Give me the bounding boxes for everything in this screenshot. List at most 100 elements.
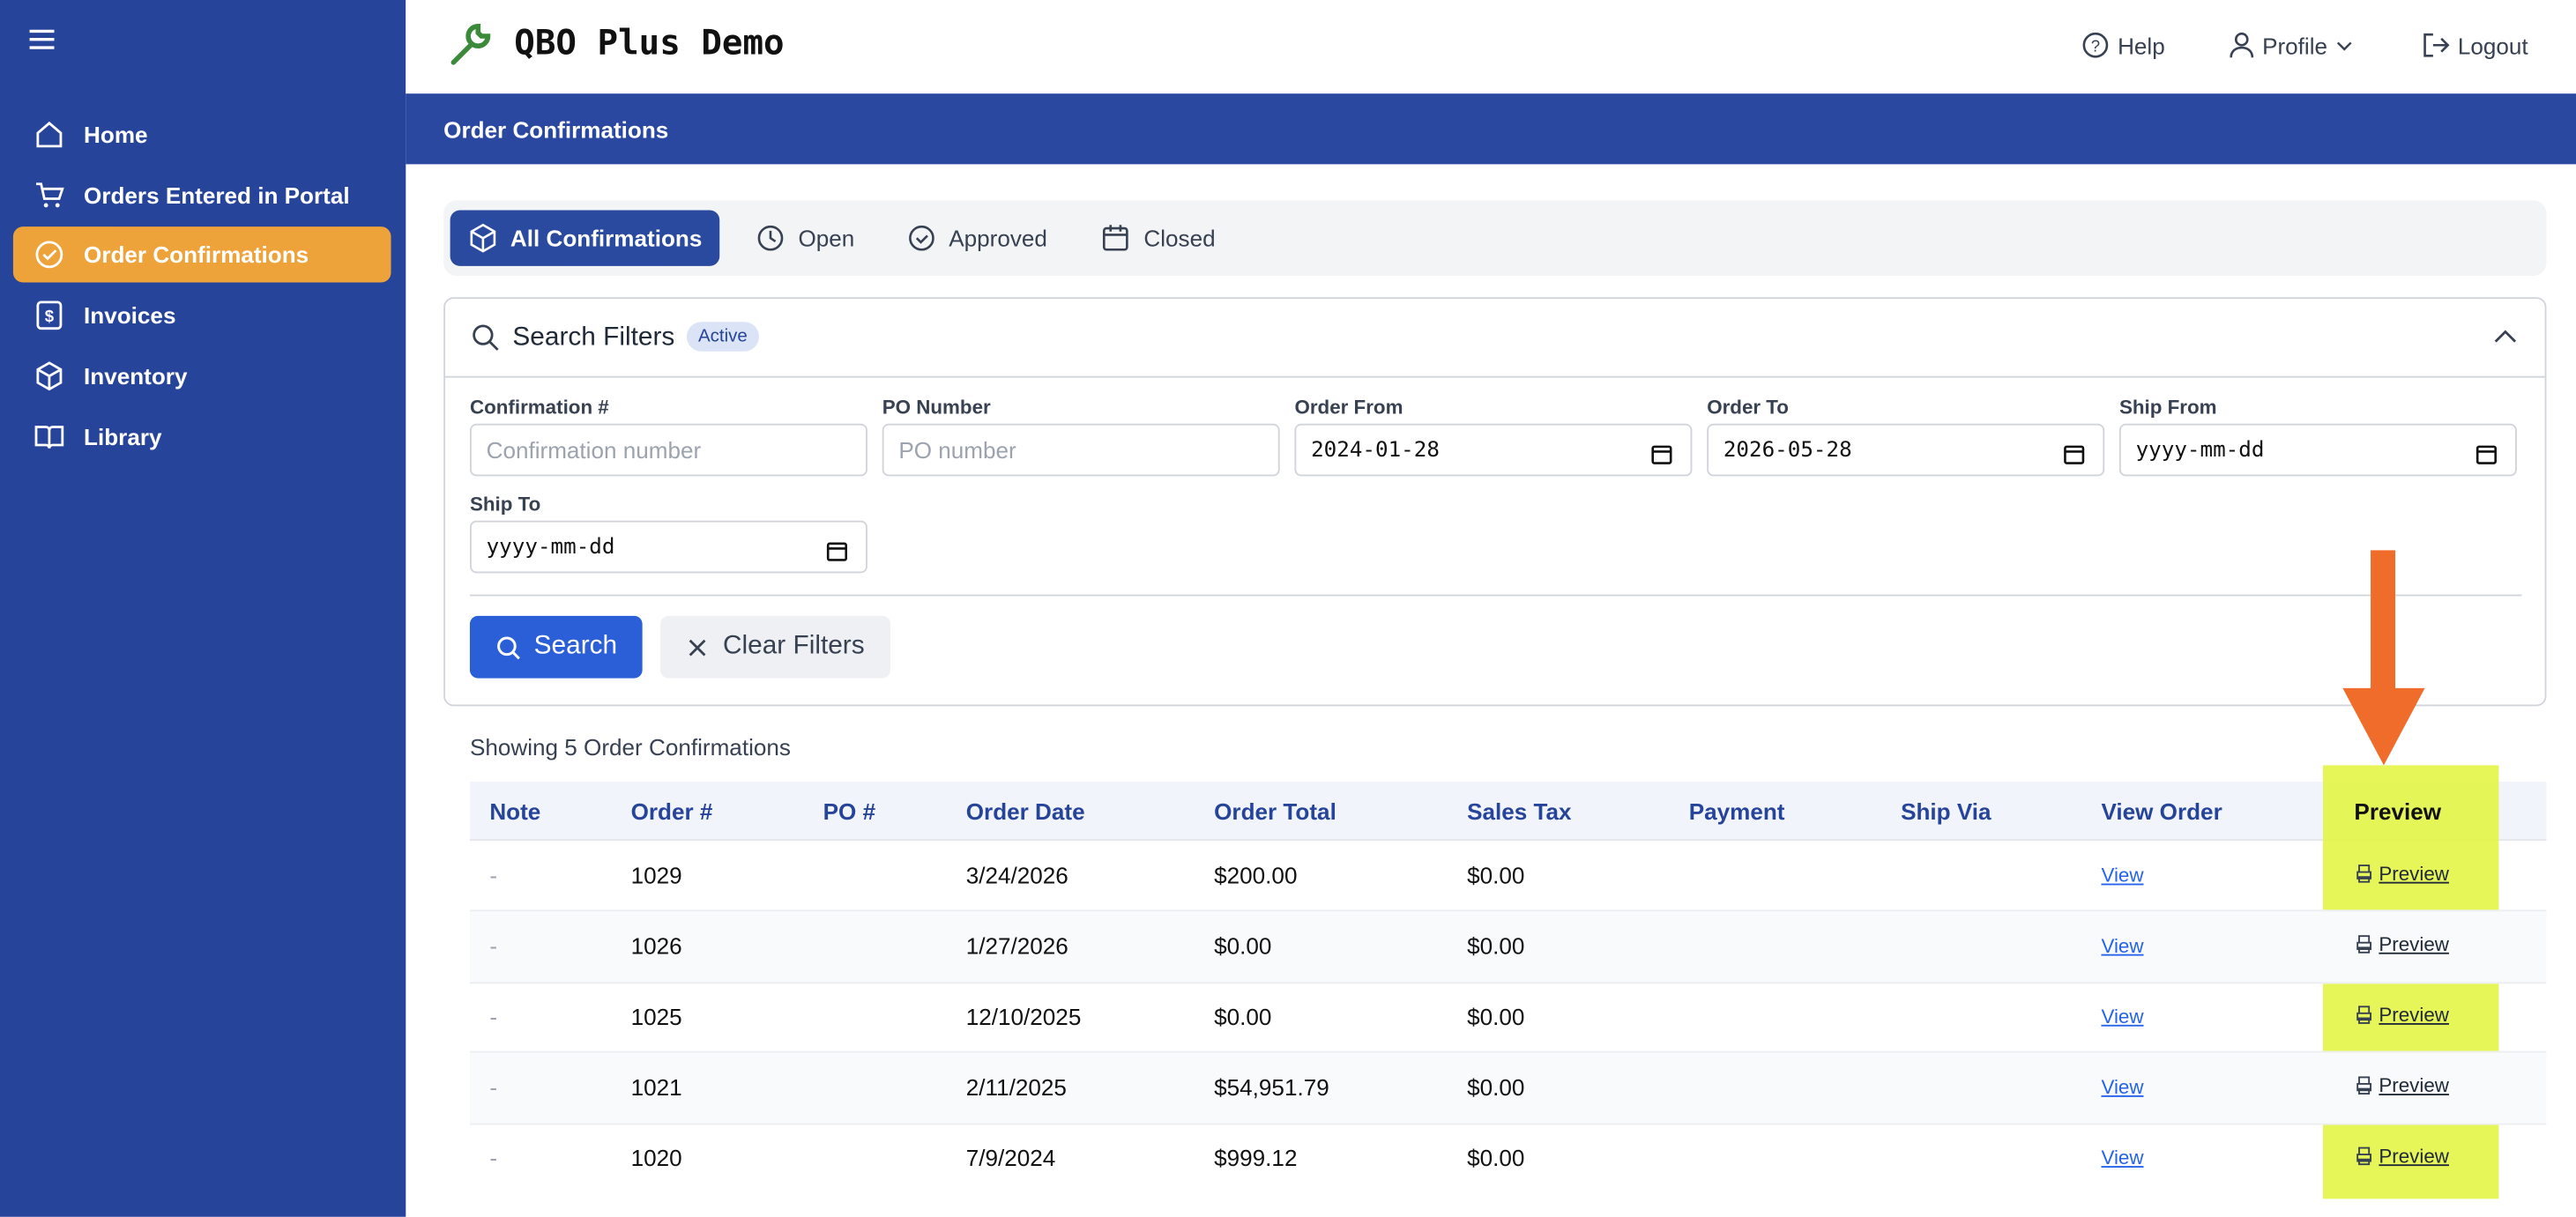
nav-icon	[35, 182, 64, 207]
tab[interactable]: Open	[740, 211, 871, 266]
preview-text[interactable]: Preview	[2379, 862, 2449, 886]
row-stripe	[469, 1050, 2547, 1125]
preview-link[interactable]: Preview	[2354, 932, 2449, 956]
nav-label[interactable]: Order Confirmations	[84, 241, 309, 269]
tabs: All Confirmations Open Approved Closed	[443, 200, 2547, 277]
preview-text[interactable]: Preview	[2379, 1073, 2449, 1097]
nav-item[interactable]: Inventory	[13, 348, 391, 404]
tab[interactable]: Closed	[1084, 211, 1232, 266]
print-icon	[2356, 1147, 2371, 1166]
input[interactable]: yyyy-mm-dd	[469, 520, 867, 574]
date-value[interactable]: yyyy-mm-dd	[2135, 437, 2265, 463]
cell: 1026	[630, 932, 682, 960]
print-icon	[2356, 935, 2371, 954]
nav-item[interactable]: Orders Entered in Portal	[13, 167, 391, 222]
profile-text[interactable]: Profile	[2262, 32, 2328, 59]
help-link[interactable]: ? Help	[2081, 31, 2165, 59]
logo-icon	[450, 24, 491, 65]
cell: $0.00	[1467, 932, 1525, 960]
nav-label[interactable]: Home	[84, 121, 148, 148]
help-text[interactable]: Help	[2118, 32, 2165, 59]
nav-icon	[36, 121, 63, 148]
date-value[interactable]: 2026-05-28	[1723, 437, 1852, 463]
tab-label[interactable]: Open	[798, 225, 855, 252]
preview-link[interactable]: Preview	[2354, 1074, 2449, 1097]
view-link[interactable]: View	[2101, 1146, 2144, 1169]
column-header: View Order	[2101, 798, 2222, 825]
input[interactable]: yyyy-mm-dd	[2118, 423, 2517, 477]
input[interactable]: 2026-05-28	[1707, 423, 2105, 477]
preview-text[interactable]: Preview	[2379, 1144, 2449, 1168]
search-button-text[interactable]: Search	[533, 632, 618, 661]
tab-label[interactable]: All Confirmations	[510, 225, 703, 252]
logout-link[interactable]: Logout	[2422, 31, 2528, 59]
preview-text[interactable]: Preview	[2379, 932, 2449, 956]
cell: $0.00	[1214, 1003, 1272, 1030]
table-header	[469, 782, 2547, 842]
nav-item[interactable]: Home	[13, 107, 391, 162]
tab-label[interactable]: Closed	[1143, 225, 1216, 252]
preview-text[interactable]: Preview	[2379, 1003, 2449, 1027]
field-label: PO Number	[882, 396, 991, 419]
preview-link[interactable]: Preview	[2354, 862, 2449, 885]
clear-button-text[interactable]: Clear Filters	[722, 632, 865, 661]
divider	[445, 375, 2545, 378]
app-title: QBO Plus Demo	[514, 23, 785, 63]
nav-label[interactable]: Library	[84, 422, 162, 449]
nav-label[interactable]: Orders Entered in Portal	[84, 182, 350, 209]
filters-title: Search Filters	[512, 323, 675, 352]
logout-text[interactable]: Logout	[2457, 32, 2528, 59]
view-link[interactable]: View	[2101, 934, 2144, 958]
cell: -	[489, 1144, 498, 1171]
input[interactable]: PO number	[882, 423, 1280, 477]
results-summary: Showing 5 Order Confirmations	[469, 733, 791, 761]
top-bar: QBO Plus Demo ? Help Profile Logout	[406, 0, 2576, 94]
column-header: Payment	[1688, 798, 1785, 825]
date-value[interactable]: 2024-01-28	[1311, 437, 1440, 463]
nav-label[interactable]: Inventory	[84, 362, 188, 390]
page-title: Order Confirmations	[443, 116, 669, 144]
nav-label[interactable]: Invoices	[84, 302, 176, 329]
nav-icon	[35, 241, 63, 269]
view-link[interactable]: View	[2101, 1005, 2144, 1028]
cell: 1029	[630, 862, 682, 889]
menu-icon[interactable]	[28, 26, 56, 53]
placeholder[interactable]: Confirmation number	[486, 436, 702, 464]
tab-icon	[1103, 225, 1129, 251]
cell: $54,951.79	[1214, 1073, 1329, 1101]
nav-item[interactable]: $ Invoices	[13, 287, 391, 343]
field-label: Ship To	[469, 493, 541, 516]
preview-link[interactable]: Preview	[2354, 1004, 2449, 1027]
nav-icon	[34, 425, 64, 449]
tab[interactable]: All Confirmations	[450, 210, 720, 266]
tab-label[interactable]: Approved	[949, 225, 1047, 252]
svg-text:?: ?	[2091, 37, 2100, 56]
search-button[interactable]: Search	[469, 615, 643, 679]
field-label: Confirmation #	[469, 396, 609, 419]
column-header: Ship Via	[1901, 798, 1992, 825]
cell: $0.00	[1467, 1003, 1525, 1030]
profile-link[interactable]: Profile	[2230, 31, 2352, 59]
clear-button[interactable]: Clear Filters	[660, 615, 891, 679]
cell: -	[489, 1073, 498, 1101]
print-icon	[2356, 1076, 2371, 1095]
view-link[interactable]: View	[2101, 864, 2144, 887]
nav-item[interactable]: Library	[13, 408, 391, 464]
tab[interactable]: Approved	[890, 211, 1063, 266]
nav-item[interactable]: Order Confirmations	[12, 226, 391, 284]
placeholder[interactable]: PO number	[898, 436, 1016, 464]
view-link[interactable]: View	[2101, 1075, 2144, 1099]
column-header: Order #	[630, 798, 713, 825]
nav-icon	[36, 360, 63, 390]
column-header: Preview	[2354, 798, 2442, 825]
input[interactable]: Confirmation number	[469, 423, 867, 477]
field-label: Ship From	[2118, 396, 2217, 419]
field-label: Order To	[1707, 396, 1789, 419]
input[interactable]: 2024-01-28	[1294, 423, 1693, 477]
cell: -	[489, 932, 498, 960]
date-value[interactable]: yyyy-mm-dd	[486, 534, 615, 560]
active-badge: Active	[686, 322, 759, 352]
preview-link[interactable]: Preview	[2354, 1145, 2449, 1168]
cell: $0.00	[1467, 1144, 1525, 1171]
collapse-icon[interactable]	[2494, 329, 2517, 345]
